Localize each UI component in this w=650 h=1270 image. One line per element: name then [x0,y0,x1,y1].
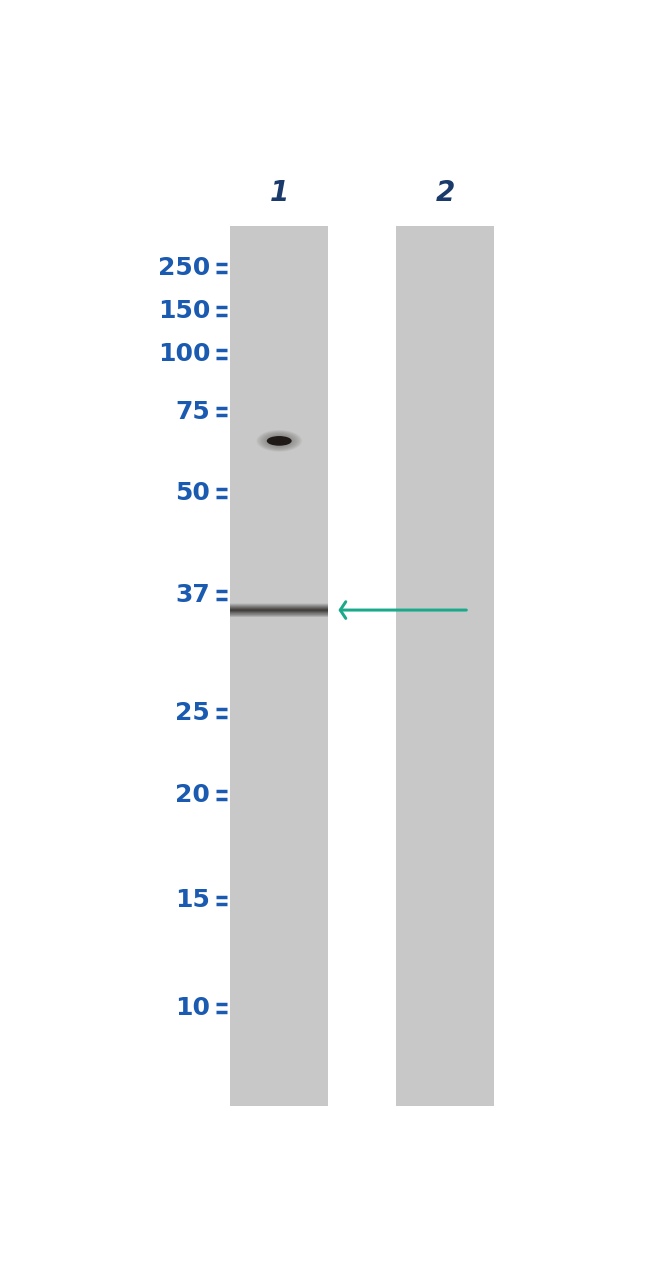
Text: 37: 37 [176,583,210,607]
Text: 20: 20 [176,782,210,806]
Text: 75: 75 [176,400,210,423]
Text: 1: 1 [269,179,289,207]
Text: 100: 100 [158,342,210,366]
Bar [230,226,328,1106]
Text: 15: 15 [176,889,210,912]
Ellipse shape [266,436,292,446]
Ellipse shape [258,431,300,451]
Ellipse shape [257,431,302,452]
Ellipse shape [259,432,299,450]
Text: 50: 50 [176,481,210,504]
Bar [396,226,495,1106]
Text: 10: 10 [176,996,210,1020]
Text: 2: 2 [436,179,455,207]
Text: 150: 150 [158,298,210,323]
Text: 25: 25 [176,701,210,725]
Text: 250: 250 [158,255,210,279]
